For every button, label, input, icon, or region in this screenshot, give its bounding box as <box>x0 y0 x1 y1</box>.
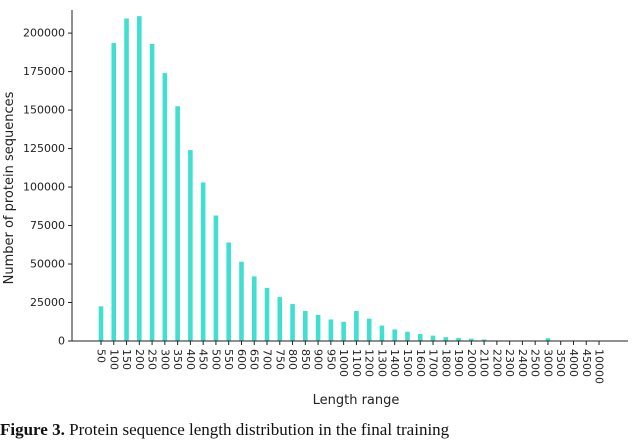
x-tick-label: 700 <box>261 349 274 370</box>
bar <box>443 337 449 341</box>
bar <box>481 339 487 341</box>
bar <box>354 310 359 341</box>
y-tick-label: 125000 <box>23 142 65 155</box>
bar <box>379 325 385 341</box>
x-tick-label: 250 <box>146 349 159 370</box>
y-tick-label: 50000 <box>30 258 65 271</box>
x-tick-label: 850 <box>299 349 312 370</box>
x-tick-label: 650 <box>248 349 261 370</box>
x-tick-label: 10000 <box>593 349 606 384</box>
bar <box>430 335 436 341</box>
x-tick-label: 1400 <box>388 349 401 377</box>
bar <box>315 314 321 341</box>
x-tick-label: 1100 <box>350 349 363 377</box>
x-tick-label: 150 <box>120 349 133 370</box>
x-tick-label: 550 <box>222 349 235 370</box>
x-tick-label: 900 <box>312 349 325 370</box>
y-tick-label: 150000 <box>23 104 65 117</box>
x-tick-label: 2200 <box>490 349 503 377</box>
bar <box>366 318 372 341</box>
x-tick-label: 450 <box>197 349 210 370</box>
bar <box>226 242 231 341</box>
x-tick-label: 4000 <box>567 349 580 377</box>
x-tick-label: 1500 <box>401 349 414 377</box>
x-tick-label: 100 <box>107 349 120 370</box>
bar <box>277 297 283 341</box>
y-tick-label: 75000 <box>30 219 65 232</box>
x-tick-label: 3500 <box>554 349 567 377</box>
x-tick-label: 500 <box>209 349 222 370</box>
y-axis: 0 25000 50000 75000 100000 125000 150000 175000… <box>23 10 73 348</box>
x-tick-label: 800 <box>286 349 299 370</box>
bar <box>469 338 474 341</box>
caption-text: Protein sequence length distribution in … <box>69 420 450 439</box>
x-tick-label: 750 <box>273 349 286 370</box>
bar <box>405 331 410 341</box>
bar <box>545 338 551 341</box>
bar <box>264 287 270 341</box>
x-tick-label: 300 <box>158 349 171 370</box>
x-tick-label: 2400 <box>516 349 529 377</box>
x-tick-label: 2100 <box>478 349 491 377</box>
x-tick-label: 2500 <box>529 349 542 377</box>
x-tick-label: 1700 <box>427 349 440 377</box>
bar <box>303 310 308 341</box>
x-tick-label: 200 <box>133 349 146 370</box>
bar <box>239 261 244 341</box>
bar <box>392 329 398 341</box>
y-tick-label: 100000 <box>23 181 65 194</box>
x-tick-label: 950 <box>324 349 337 370</box>
bar <box>111 43 117 341</box>
x-tick-label: 50 <box>95 349 108 363</box>
figure-caption: Figure 3. Protein sequence length distri… <box>0 420 640 440</box>
caption-label: Figure 3. <box>0 420 65 439</box>
x-tick-label: 600 <box>235 349 248 370</box>
bar <box>290 304 295 341</box>
x-axis-label: Length range <box>313 393 400 408</box>
x-tick-label: 3000 <box>541 349 554 377</box>
bar <box>456 337 461 341</box>
bars-group <box>98 16 602 342</box>
y-axis-label: Number of protein sequences <box>2 91 17 284</box>
y-tick-label: 200000 <box>23 27 65 40</box>
y-tick-label: 0 <box>58 335 65 348</box>
bar <box>417 334 423 341</box>
bar <box>213 215 219 341</box>
x-tick-label: 1800 <box>439 349 452 377</box>
y-tick-label: 25000 <box>30 296 65 309</box>
x-tick-label: 400 <box>184 349 197 370</box>
bar <box>162 73 168 342</box>
x-tick-label: 4500 <box>580 349 593 377</box>
x-tick-label: 1200 <box>363 349 376 377</box>
x-tick-label: 2000 <box>465 349 478 377</box>
bar <box>200 182 206 341</box>
x-tick-label: 350 <box>171 349 184 370</box>
bar <box>137 16 142 341</box>
bar <box>328 319 334 341</box>
bar <box>341 321 346 341</box>
bar <box>98 306 104 341</box>
y-tick-label: 175000 <box>23 65 65 78</box>
bar <box>251 276 257 341</box>
x-axis: 50 100 150 200 250 300 350 400 450 500 550 600 650 70… <box>72 340 628 384</box>
x-tick-label: 1900 <box>452 349 465 377</box>
x-tick-label: 1000 <box>337 349 350 377</box>
bar <box>188 150 193 341</box>
x-tick-label: 2300 <box>503 349 516 377</box>
x-tick-label: 1600 <box>414 349 427 377</box>
bar <box>175 106 180 341</box>
bar <box>149 43 155 342</box>
bar-chart-svg: 0 25000 50000 75000 100000 125000 150000 175000… <box>2 10 628 408</box>
bar <box>124 18 129 341</box>
x-tick-label: 1300 <box>375 349 388 377</box>
